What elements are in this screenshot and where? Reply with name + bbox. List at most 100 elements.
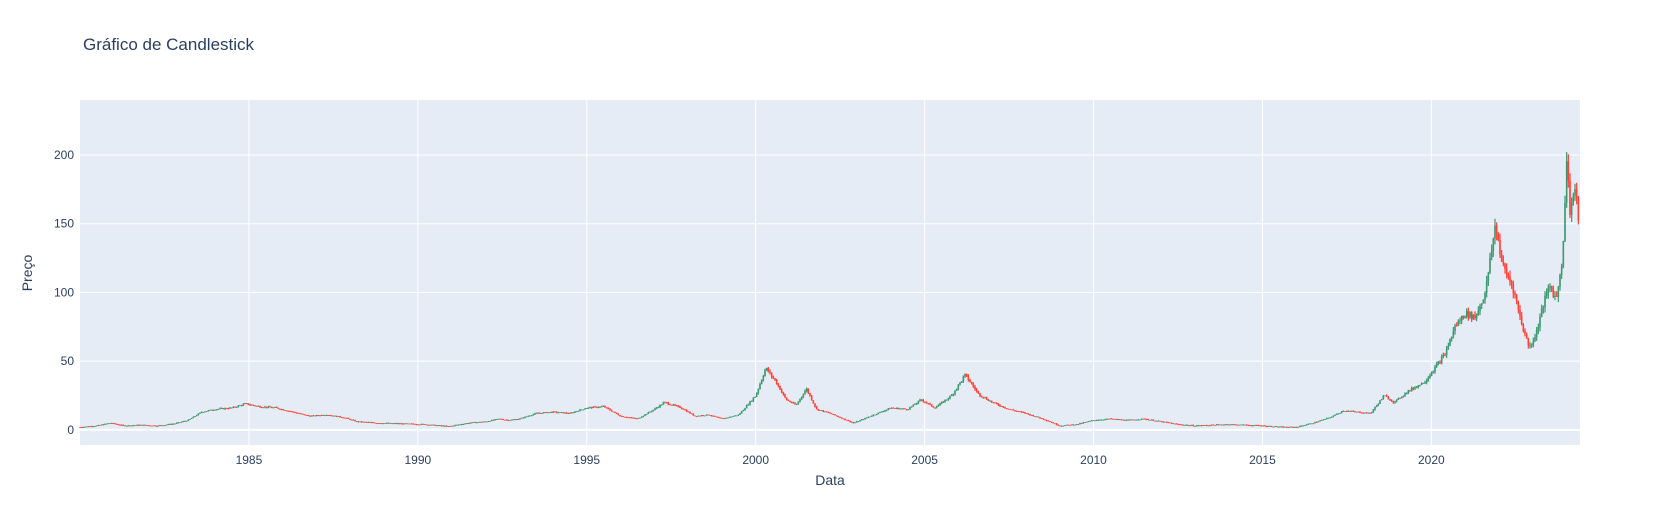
candle-body-decreasing — [369, 422, 371, 423]
candle-body-decreasing — [370, 422, 373, 424]
candle-body-decreasing — [347, 418, 350, 419]
x-tick-label: 1990 — [404, 453, 431, 467]
candle-body-decreasing — [674, 404, 676, 406]
candle-body-decreasing — [357, 421, 360, 423]
candle-body-increasing — [312, 415, 315, 417]
candle-body-decreasing — [80, 427, 83, 428]
candle-body-increasing — [712, 415, 715, 417]
candle-body-decreasing — [1057, 424, 1060, 426]
candle-body-increasing — [489, 421, 491, 422]
candle-body-decreasing — [1275, 426, 1278, 428]
candle-body-decreasing — [349, 418, 351, 420]
candle-body-decreasing — [122, 424, 125, 426]
candle-body-decreasing — [814, 403, 816, 407]
candle-body-decreasing — [774, 378, 776, 381]
candle-body-increasing — [184, 421, 186, 422]
candle-body-decreasing — [259, 406, 261, 408]
candle-body-increasing — [1200, 425, 1203, 427]
candle-body-decreasing — [484, 421, 486, 423]
candle-body-decreasing — [822, 410, 825, 412]
candle-body-increasing — [487, 421, 490, 423]
candle-body-decreasing — [332, 415, 335, 417]
candle-body-decreasing — [1349, 411, 1351, 412]
candle-body-increasing — [1105, 418, 1108, 420]
candle-body-decreasing — [1017, 411, 1020, 412]
candle-body-decreasing — [354, 420, 356, 422]
candle-body-decreasing — [1072, 424, 1075, 426]
candle-body-decreasing — [820, 410, 823, 412]
candle-body-decreasing — [595, 406, 598, 408]
candle-body-decreasing — [427, 424, 430, 426]
x-tick-labels: 1985 1990 1995 2000 2005 2010 2015 2020 — [236, 453, 1445, 467]
candle-body-increasing — [530, 415, 533, 417]
candle-body-increasing — [1544, 295, 1546, 308]
candle-body-decreasing — [162, 425, 165, 427]
candle-body-decreasing — [982, 396, 985, 398]
candle-body-increasing — [310, 415, 313, 417]
candle-body-decreasing — [1179, 424, 1181, 426]
candle-body-increasing — [1350, 411, 1353, 412]
candle-body-decreasing — [414, 424, 416, 425]
candle-body-decreasing — [1567, 161, 1570, 181]
candle-body-increasing — [197, 413, 200, 416]
candle-body-decreasing — [202, 412, 205, 413]
candle-body-increasing — [490, 419, 493, 422]
candle-body-decreasing — [415, 424, 418, 426]
candle-body-decreasing — [685, 409, 688, 412]
candle-body-decreasing — [1027, 413, 1030, 415]
candle-body-increasing — [1305, 424, 1308, 426]
candle-body-increasing — [1539, 316, 1541, 328]
candle-body-increasing — [579, 409, 581, 412]
candle-body-decreasing — [1169, 422, 1171, 424]
candle-body-increasing — [1297, 426, 1300, 428]
candle-body-decreasing — [567, 413, 570, 415]
x-tick-label: 2020 — [1418, 453, 1445, 467]
candle-body-increasing — [274, 407, 276, 409]
candle-body-decreasing — [610, 410, 613, 412]
candle-body-increasing — [1197, 425, 1200, 427]
candle-body-decreasing — [90, 426, 93, 428]
candle-body-increasing — [189, 418, 191, 420]
candle-body-increasing — [1379, 400, 1381, 404]
candle-body-decreasing — [1209, 425, 1211, 427]
candle-body-decreasing — [555, 411, 558, 413]
candle-body-decreasing — [1292, 426, 1295, 428]
candle-body-increasing — [882, 411, 885, 413]
candle-body-increasing — [517, 419, 520, 420]
candle-body-decreasing — [1134, 419, 1136, 421]
candles — [79, 152, 1580, 429]
candle-body-decreasing — [1107, 418, 1110, 420]
candle-body-increasing — [1189, 425, 1191, 427]
candle-body-increasing — [120, 424, 123, 426]
candle-body-increasing — [480, 421, 483, 423]
candle-body-decreasing — [635, 418, 638, 420]
candle-body-increasing — [907, 409, 910, 411]
candle-body-decreasing — [545, 412, 548, 413]
candle-body-increasing — [804, 390, 806, 395]
candle-body-increasing — [1419, 384, 1421, 386]
candle-body-increasing — [384, 423, 386, 425]
candle-body-increasing — [539, 413, 541, 414]
candle-body-decreasing — [782, 392, 785, 395]
candle-body-increasing — [190, 418, 193, 419]
candle-body-decreasing — [707, 414, 710, 416]
candle-body-decreasing — [1352, 411, 1355, 412]
candle-body-increasing — [1560, 266, 1563, 275]
candle-body-increasing — [1104, 419, 1106, 421]
candle-body-increasing — [652, 409, 655, 412]
candle-body-increasing — [640, 416, 643, 418]
candle-body-decreasing — [809, 393, 811, 396]
candle-body-increasing — [272, 407, 275, 409]
candle-body-decreasing — [1172, 423, 1175, 425]
candle-body-increasing — [1384, 395, 1386, 397]
candle-body-increasing — [477, 421, 480, 423]
candle-body-increasing — [84, 426, 86, 428]
candle-body-increasing — [574, 411, 576, 413]
candle-body-increasing — [1565, 161, 1568, 203]
candle-body-increasing — [219, 408, 221, 410]
x-tick-label: 2015 — [1249, 453, 1276, 467]
candle-body-increasing — [872, 414, 875, 416]
candle-body-decreasing — [942, 402, 945, 403]
candle-body-decreasing — [1044, 419, 1046, 421]
candle-body-decreasing — [772, 376, 775, 379]
